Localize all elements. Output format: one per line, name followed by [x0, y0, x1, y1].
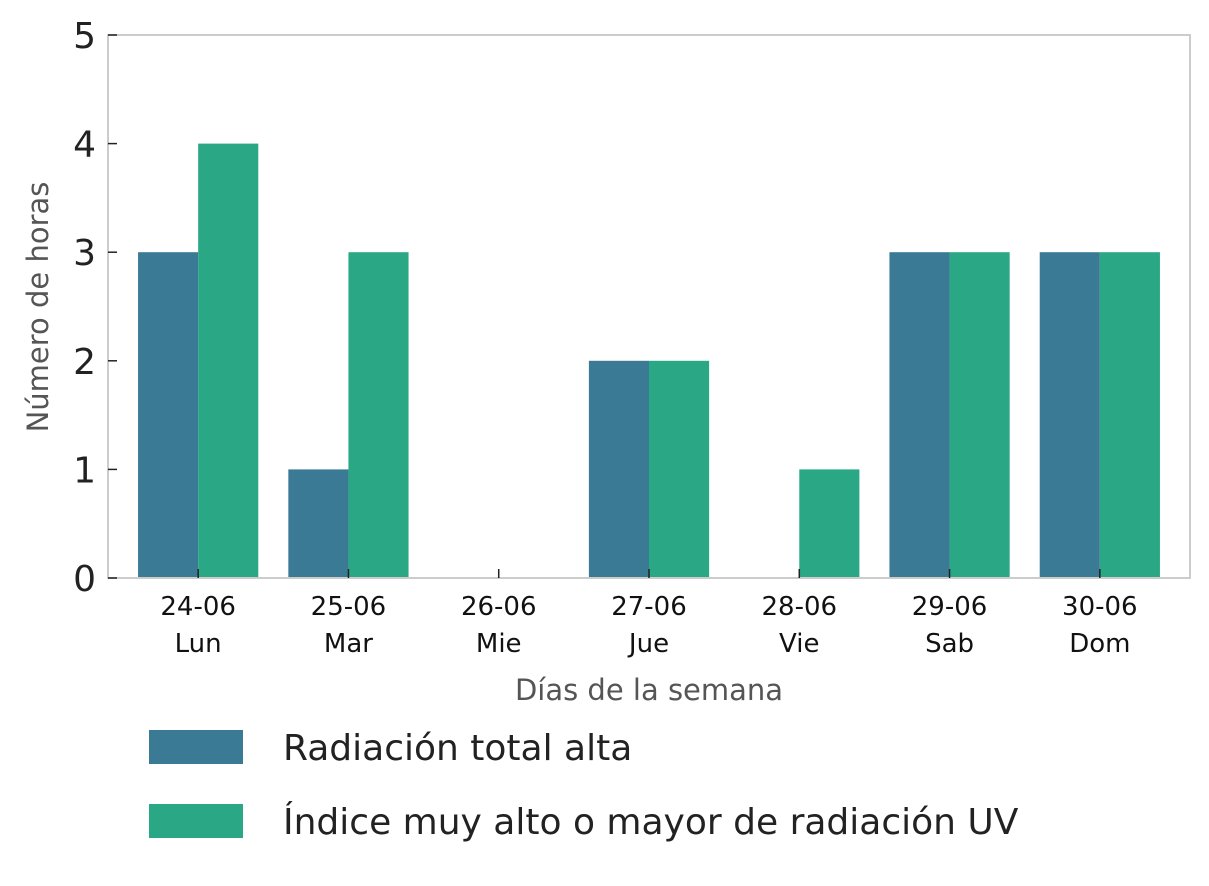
x-axis-label: Días de la semana [515, 673, 783, 707]
bar-indice-uv-28-06 [799, 469, 860, 578]
legend: Radiación total alta Índice muy alto o ma… [149, 728, 1019, 843]
legend-label: Índice muy alto o mayor de radiación UV [283, 801, 1019, 843]
y-tick-label: 1 [73, 450, 96, 491]
bar-radiacion-total-29-06 [889, 252, 950, 578]
x-tick-label-date: 28-06 [761, 592, 837, 622]
x-tick-label-day: Dom [1069, 629, 1130, 659]
legend-label: Radiación total alta [283, 728, 632, 769]
y-tick-label: 5 [73, 16, 96, 57]
bar-radiacion-total-27-06 [588, 360, 649, 578]
x-tick-label-date: 25-06 [311, 592, 387, 622]
x-tick-label-date: 29-06 [912, 592, 988, 622]
y-tick-label: 2 [73, 342, 96, 383]
legend-swatch [149, 804, 243, 838]
bar-radiacion-total-30-06 [1039, 252, 1100, 578]
bar-radiacion-total-24-06 [138, 252, 199, 578]
bar-indice-uv-27-06 [649, 360, 710, 578]
bar-radiacion-total-25-06 [288, 469, 349, 578]
x-tick-label-day: Lun [175, 629, 222, 659]
x-tick-label-date: 24-06 [160, 592, 236, 622]
x-tick-label-day: Vie [779, 629, 819, 659]
x-tick-label-day: Jue [627, 629, 669, 659]
x-tick-label-day: Sab [925, 629, 974, 659]
x-tick-label-date: 30-06 [1062, 592, 1138, 622]
legend-swatch [149, 730, 243, 764]
x-axis-ticks: 24-06 Lun 25-06 Mar 26-06 Mie 27-06 Jue 28-06 Vie… [160, 569, 1138, 659]
y-axis-label: Número de horas [21, 182, 55, 433]
bar-indice-uv-25-06 [348, 252, 409, 578]
y-tick-label: 4 [73, 125, 96, 166]
y-tick-label: 0 [73, 559, 96, 600]
x-tick-label-date: 27-06 [611, 592, 687, 622]
x-tick-label-day: Mie [476, 629, 522, 659]
y-tick-label: 3 [73, 233, 96, 274]
x-tick-label-day: Mar [324, 629, 373, 659]
bars-layer [138, 143, 1160, 578]
y-axis-ticks: 0 1 2 3 4 5 [73, 16, 117, 600]
bar-indice-uv-29-06 [949, 252, 1010, 578]
bar-indice-uv-24-06 [198, 143, 259, 578]
bar-indice-uv-30-06 [1099, 252, 1160, 578]
x-tick-label-date: 26-06 [461, 592, 537, 622]
